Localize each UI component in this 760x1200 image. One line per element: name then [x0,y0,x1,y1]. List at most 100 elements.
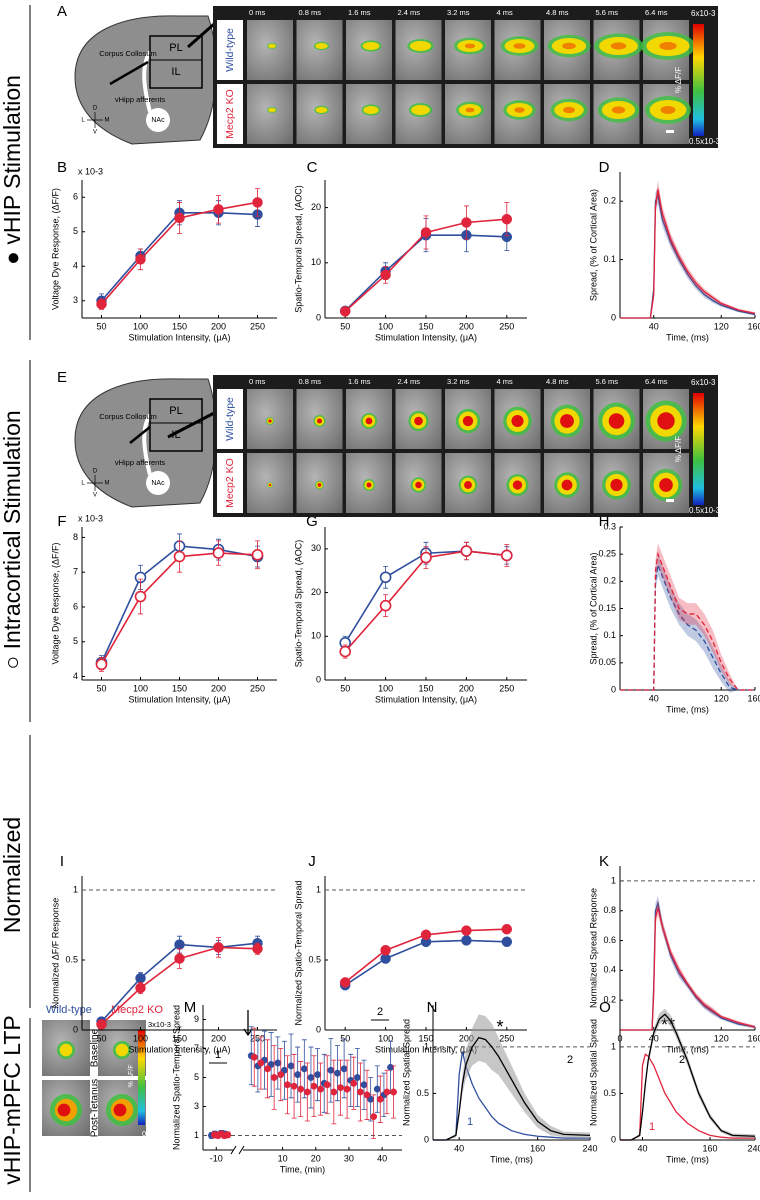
activity-core [113,1103,127,1117]
x-tick-label: 150 [172,683,187,693]
brain-label: PL [169,405,182,417]
data-point [317,1085,325,1093]
y-tick-label: 0 [424,1134,429,1144]
activity-core [462,415,474,427]
scale-bar [666,130,674,133]
y-tick-label: 0 [73,1024,78,1034]
x-axis-label: Time, (min) [280,1164,325,1174]
error-band [620,895,755,1030]
data-point [213,942,224,953]
y-tick-label: 9 [194,1014,199,1024]
data-point [461,925,472,936]
data-point [135,982,146,994]
x-axis-label: Stimulation Intensity, (μA) [128,694,230,704]
y-tick-label: 1 [316,884,321,894]
data-point [343,1085,351,1093]
chart: 3 4 5 6 50 100 150 200 250 Stimulation Intensity,… [50,166,277,342]
brain-label: PL [169,42,182,54]
data-point [174,953,185,964]
x-tick-label: 200 [211,683,226,693]
y-tick-label: 1 [611,1041,616,1051]
data-point [287,1062,295,1070]
data-point [420,227,432,238]
x-tick-label: 240 [747,1143,760,1153]
x-tick-label: 10 [278,1153,288,1163]
time-label: 0.8 ms [299,8,322,17]
x-tick-label: 100 [378,683,393,693]
data-point [135,972,146,984]
error-band [620,554,755,693]
x-tick-label: 40 [454,1143,464,1153]
axis-break [230,1145,237,1155]
panel-letter: N [427,999,438,1016]
data-point [379,571,392,584]
x-tick-label: 50 [96,1033,106,1043]
activity-core [511,414,524,428]
data-point [270,1074,278,1081]
x-tick-label: 250 [250,683,265,693]
time-label: 2.4 ms [398,8,421,17]
x-tick-label: 200 [211,321,226,331]
x-tick-label: 50 [340,1033,350,1043]
y-tick-label: 7 [194,1043,199,1053]
y-tick-label: 5 [73,226,78,236]
colorbar-top: 3x10-3 [148,1020,171,1029]
y-tick-label: 8 [73,532,78,542]
y-axis-label: Normalized Spatio-Temporal Spread [293,880,303,1025]
activity-core [513,43,526,49]
brain-schematic: PL IL Corpus Collosum vHipp afferents NAc D V L… [74,15,223,145]
y-tick-label: 7 [73,567,78,577]
activity-core [657,412,675,430]
electrode [167,408,221,439]
row-label: vHIP-mPFC LTP [0,1015,25,1185]
data-point [300,1065,308,1073]
colorbar [138,1030,145,1125]
region-box [149,398,203,452]
nac [146,471,170,495]
fiber-tract [142,50,152,113]
y-axis-label: Spatio-Temporal Spread, (AOC) [293,185,303,313]
x-tick-label: 40 [377,1153,387,1163]
data-point [294,1071,302,1079]
data-point [339,645,352,658]
y-tick-label: 0.5 [308,954,321,964]
data-point [323,1081,331,1089]
y-tick-label: 0 [316,312,321,322]
series-line [620,907,756,1031]
activity-core [268,419,272,423]
image-thumbnail [247,20,293,80]
x-tick-label: 160 [702,1143,717,1153]
x-tick-label: 100 [378,321,393,331]
data-point [383,1088,391,1096]
y-tick-label: 0 [316,674,321,684]
colorbar-unit: % ΔF/F [128,1065,135,1088]
x-tick-label: 100 [133,321,148,331]
y-tick-label: 20 [311,587,321,597]
x-tick-label: 200 [459,1033,474,1043]
imaging-grid: 0 ms 0.8 ms 1.6 ms 2.4 ms 3.2 ms 4 ms 4.8 ms 5.… [213,6,721,148]
row-label: ● vHIP Stimulation [0,75,25,265]
data-point [350,1079,358,1087]
activity-core [415,481,422,489]
imaging-grid: 0 ms 0.8 ms 1.6 ms 2.4 ms 3.2 ms 4 ms 4.8 ms 5.… [213,375,721,517]
x-tick-label: 160 [747,1033,760,1043]
y-axis-label: Spatio-Temporal Spread, (AOC) [293,540,303,668]
data-point [373,1085,381,1093]
data-point [95,658,108,671]
activity-core [560,414,574,428]
row-label-strip [217,453,243,513]
activity-core [414,416,423,426]
data-point [303,1088,311,1096]
data-point [420,551,432,564]
activity-mid [59,1043,73,1057]
y-tick-label: 0.4 [603,965,616,975]
axis-break [238,1145,245,1155]
data-point [363,1091,371,1099]
annotation: 2 [377,1006,383,1018]
activity-mid [411,105,430,115]
x-tick-label: 150 [172,321,187,331]
error-band [620,543,755,690]
data-point [370,1113,378,1121]
